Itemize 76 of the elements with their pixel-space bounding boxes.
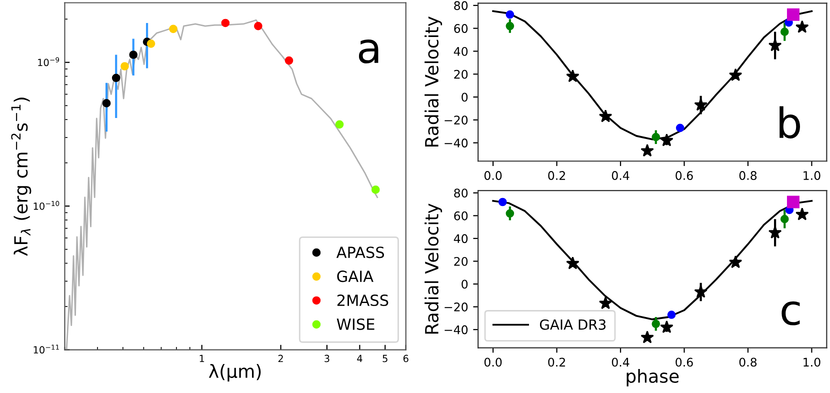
- point: [506, 209, 514, 218]
- point: [566, 69, 580, 82]
- point: [786, 196, 800, 208]
- legend-label: WISE: [336, 318, 374, 330]
- point: [506, 10, 514, 19]
- x-tick-label: 0.4: [612, 358, 630, 367]
- y-tick-label: 60: [454, 24, 468, 33]
- legend-label: 2MASS: [337, 294, 388, 306]
- x-tick-label: 0.8: [739, 171, 757, 180]
- point: [652, 132, 660, 142]
- x-tick-label: 2: [278, 354, 283, 362]
- x-tick-label: 6: [403, 354, 408, 362]
- x-tick-label: 0.8: [739, 358, 757, 367]
- y-tick-label: 80: [454, 188, 468, 198]
- y-tick-label: 40: [454, 234, 468, 244]
- x-tick-label: 0.0: [484, 171, 502, 180]
- point: [640, 330, 654, 344]
- point: [780, 214, 789, 224]
- point: [660, 320, 674, 334]
- point: [566, 256, 580, 270]
- y-axis-title: λF$_{λ}$ (erg cm$^{−2}$s$^{−1}$): [11, 98, 32, 256]
- y-tick-label: −20: [444, 302, 468, 312]
- x-tick-label: 0.4: [612, 171, 630, 180]
- y-tick-label: 10$^{−9}$: [38, 57, 60, 66]
- y-tick-label: 10$^{−10}$: [34, 200, 60, 210]
- x-tick-label: 1.0: [804, 171, 820, 180]
- annotation: a: [358, 40, 378, 64]
- point: [728, 68, 742, 82]
- x-tick-label: 0.2: [548, 171, 565, 180]
- y-tick-label: 80: [454, 1, 468, 10]
- x-tick-label: 0.6: [676, 358, 693, 367]
- y-tick-label: 10$^{−11}$: [34, 344, 59, 354]
- y-tick-label: 40: [454, 46, 468, 56]
- x-tick-label: 0.2: [548, 358, 565, 367]
- point: [728, 255, 742, 268]
- point: [694, 98, 708, 111]
- point: [598, 296, 612, 310]
- point: [506, 22, 514, 30]
- y-tick-label: 60: [454, 211, 468, 220]
- x-tick-label: 4: [357, 354, 362, 362]
- y-tick-label: 0: [462, 280, 468, 289]
- point: [780, 28, 789, 36]
- y-axis-title: Radial Velocity: [424, 16, 442, 147]
- y-tick-label: 20: [454, 70, 468, 79]
- x-axis-title: phase: [626, 368, 679, 386]
- point: [676, 124, 684, 132]
- x-tick-label: 0.6: [676, 171, 693, 180]
- point: [498, 198, 507, 206]
- point: [598, 110, 612, 122]
- x-tick-label: 0.0: [484, 358, 502, 367]
- point: [660, 134, 674, 146]
- point: [786, 8, 800, 21]
- y-tick-label: 20: [454, 256, 468, 266]
- y-tick-label: −20: [444, 116, 468, 125]
- y-tick-label: −40: [444, 325, 468, 334]
- point: [768, 226, 782, 239]
- point: [694, 285, 708, 298]
- legend-label: GAIA DR3: [540, 319, 606, 330]
- x-tick-label: 1.0: [804, 358, 820, 367]
- legend-label: APASS: [336, 246, 384, 258]
- x-tick-label: 1: [200, 354, 204, 362]
- x-axis-title: λ(μm): [208, 364, 261, 382]
- y-axis-title: Radial Velocity: [424, 204, 442, 334]
- point: [796, 208, 809, 220]
- point: [768, 38, 782, 52]
- y-tick-label: 0: [462, 92, 468, 102]
- point: [652, 320, 660, 328]
- x-tick-label: 3: [324, 354, 330, 362]
- y-tick-label: −40: [444, 138, 468, 148]
- point: [667, 310, 676, 319]
- annotation: b: [780, 106, 800, 138]
- annotation: c: [782, 301, 800, 326]
- x-tick-label: 5: [382, 354, 388, 362]
- point: [640, 144, 654, 157]
- legend-label: GAIA: [337, 270, 374, 282]
- point: [796, 20, 809, 33]
